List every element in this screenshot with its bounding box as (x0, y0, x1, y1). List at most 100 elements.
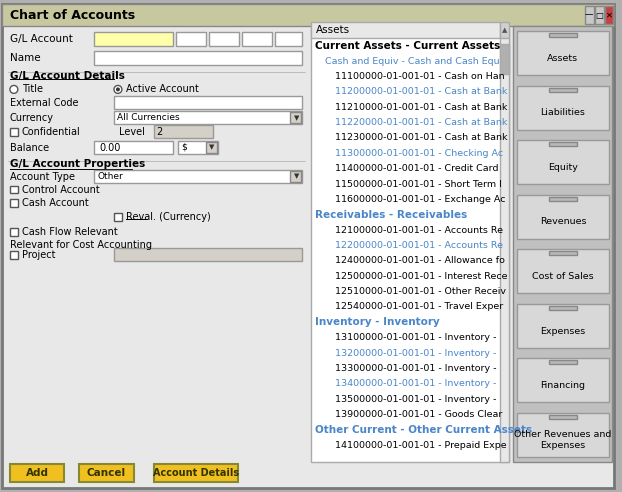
Bar (499, 22, 509, 38)
Bar (549, 306, 577, 310)
Text: Balance: Balance (10, 143, 49, 153)
Text: 11200000-01-001-01 - Cash at Bank: 11200000-01-001-01 - Cash at Bank (335, 88, 508, 96)
Text: 12540000-01-001-01 - Travel Exper: 12540000-01-001-01 - Travel Exper (335, 303, 503, 311)
Bar (94, 51, 302, 64)
Text: Account Type: Account Type (10, 172, 75, 182)
Text: Cash Account: Cash Account (22, 198, 88, 209)
Bar (114, 248, 302, 261)
Text: ▲: ▲ (502, 27, 507, 33)
Text: ▼: ▼ (294, 115, 299, 121)
Text: 13200000-01-001-01 - Inventory -: 13200000-01-001-01 - Inventory - (335, 348, 499, 358)
Text: 11230000-01-001-01 - Cash at Bank: 11230000-01-001-01 - Cash at Bank (335, 133, 508, 143)
Text: Project: Project (22, 250, 55, 260)
Text: Revenues: Revenues (540, 217, 586, 226)
Bar (2, 4, 615, 26)
Text: 14100000-01-001-01 - Prepaid Expe: 14100000-01-001-01 - Prepaid Expe (335, 441, 506, 450)
Bar (290, 171, 301, 182)
Text: Financing: Financing (541, 381, 585, 390)
Text: ▼: ▼ (210, 144, 215, 151)
Text: 11100000-01-001-01 - Cash on Han: 11100000-01-001-01 - Cash on Han (335, 72, 504, 81)
Text: Chart of Accounts: Chart of Accounts (10, 8, 135, 22)
Bar (518, 413, 608, 457)
Bar (549, 361, 577, 365)
Bar (177, 32, 206, 46)
Bar (10, 185, 18, 193)
Bar (154, 464, 238, 482)
Text: 13900000-01-001-01 - Goods Clear: 13900000-01-001-01 - Goods Clear (335, 410, 503, 419)
Text: Other Current - Other Current Assets: Other Current - Other Current Assets (315, 425, 532, 435)
Bar (94, 170, 302, 183)
Text: Cash and Equiv - Cash and Cash Equ: Cash and Equiv - Cash and Cash Equ (325, 57, 499, 65)
Text: 11210000-01-001-01 - Cash at Bank: 11210000-01-001-01 - Cash at Bank (335, 103, 508, 112)
Text: ✕: ✕ (605, 11, 613, 20)
Text: G/L Account Properties: G/L Account Properties (10, 159, 145, 169)
Text: 13300000-01-001-01 - Inventory -: 13300000-01-001-01 - Inventory - (335, 364, 499, 373)
Text: 12510000-01-001-01 - Other Receiv: 12510000-01-001-01 - Other Receiv (335, 287, 506, 296)
Bar (518, 140, 608, 184)
Bar (94, 32, 174, 46)
Text: Assets: Assets (547, 54, 578, 63)
Bar (513, 26, 613, 462)
Text: Current Assets - Current Assets: Current Assets - Current Assets (315, 41, 501, 51)
Bar (179, 141, 218, 154)
Bar (154, 125, 213, 138)
Text: 12200000-01-001-01 - Accounts Re: 12200000-01-001-01 - Accounts Re (335, 241, 503, 250)
Bar (585, 6, 593, 24)
Bar (549, 197, 577, 201)
Bar (311, 26, 509, 462)
Circle shape (10, 86, 18, 93)
Bar (79, 464, 134, 482)
Text: Receivables - Receivables: Receivables - Receivables (315, 210, 467, 220)
Bar (549, 33, 577, 37)
Text: Other Revenues and
Expenses: Other Revenues and Expenses (514, 430, 611, 450)
Text: Active Account: Active Account (126, 85, 199, 94)
Bar (274, 32, 302, 46)
Bar (605, 6, 613, 24)
Bar (10, 228, 18, 236)
Text: 13400000-01-001-01 - Inventory -: 13400000-01-001-01 - Inventory - (335, 379, 499, 388)
Circle shape (116, 88, 120, 92)
Text: 12400000-01-001-01 - Allowance fo: 12400000-01-001-01 - Allowance fo (335, 256, 505, 265)
Text: G/L Account Details: G/L Account Details (10, 70, 125, 81)
Text: 0.00: 0.00 (99, 143, 121, 153)
Bar (549, 251, 577, 255)
Bar (10, 128, 18, 136)
Text: 13100000-01-001-01 - Inventory -: 13100000-01-001-01 - Inventory - (335, 333, 499, 342)
Text: Confidential: Confidential (22, 127, 81, 137)
Text: □: □ (595, 11, 603, 20)
Bar (290, 112, 301, 123)
Text: All Currencies: All Currencies (117, 113, 180, 122)
Bar (499, 44, 509, 73)
Bar (518, 249, 608, 293)
Bar (518, 31, 608, 75)
Bar (595, 6, 603, 24)
Bar (518, 359, 608, 402)
Text: 11300000-01-001-01 - Checking Ac: 11300000-01-001-01 - Checking Ac (335, 149, 503, 158)
Text: Currency: Currency (10, 113, 54, 123)
Bar (209, 32, 239, 46)
Bar (10, 464, 65, 482)
Text: 12500000-01-001-01 - Interest Rece: 12500000-01-001-01 - Interest Rece (335, 272, 508, 281)
Text: 13500000-01-001-01 - Inventory -: 13500000-01-001-01 - Inventory - (335, 395, 499, 403)
Text: Title: Title (22, 85, 43, 94)
Text: Inventory - Inventory: Inventory - Inventory (315, 317, 440, 327)
Text: 12100000-01-001-01 - Accounts Re: 12100000-01-001-01 - Accounts Re (335, 226, 503, 235)
Bar (518, 195, 608, 239)
Text: —: — (585, 11, 593, 20)
Bar (242, 32, 272, 46)
Text: Relevant for Cost Accounting: Relevant for Cost Accounting (10, 240, 152, 250)
Text: Add: Add (26, 468, 49, 478)
Text: Level: Level (119, 127, 145, 137)
Text: Cash Flow Relevant: Cash Flow Relevant (22, 227, 118, 237)
Bar (206, 142, 217, 153)
Bar (114, 111, 302, 124)
Bar (499, 38, 509, 462)
Text: Account Details: Account Details (152, 468, 239, 478)
Text: 2: 2 (157, 127, 163, 137)
Text: ▼: ▼ (294, 173, 299, 179)
Text: 11220000-01-001-01 - Cash at Bank: 11220000-01-001-01 - Cash at Bank (335, 118, 508, 127)
Text: 11600000-01-001-01 - Exchange Ac: 11600000-01-001-01 - Exchange Ac (335, 195, 506, 204)
Text: Other: Other (97, 172, 123, 181)
Text: Name: Name (10, 53, 40, 62)
Text: Cost of Sales: Cost of Sales (532, 272, 594, 281)
